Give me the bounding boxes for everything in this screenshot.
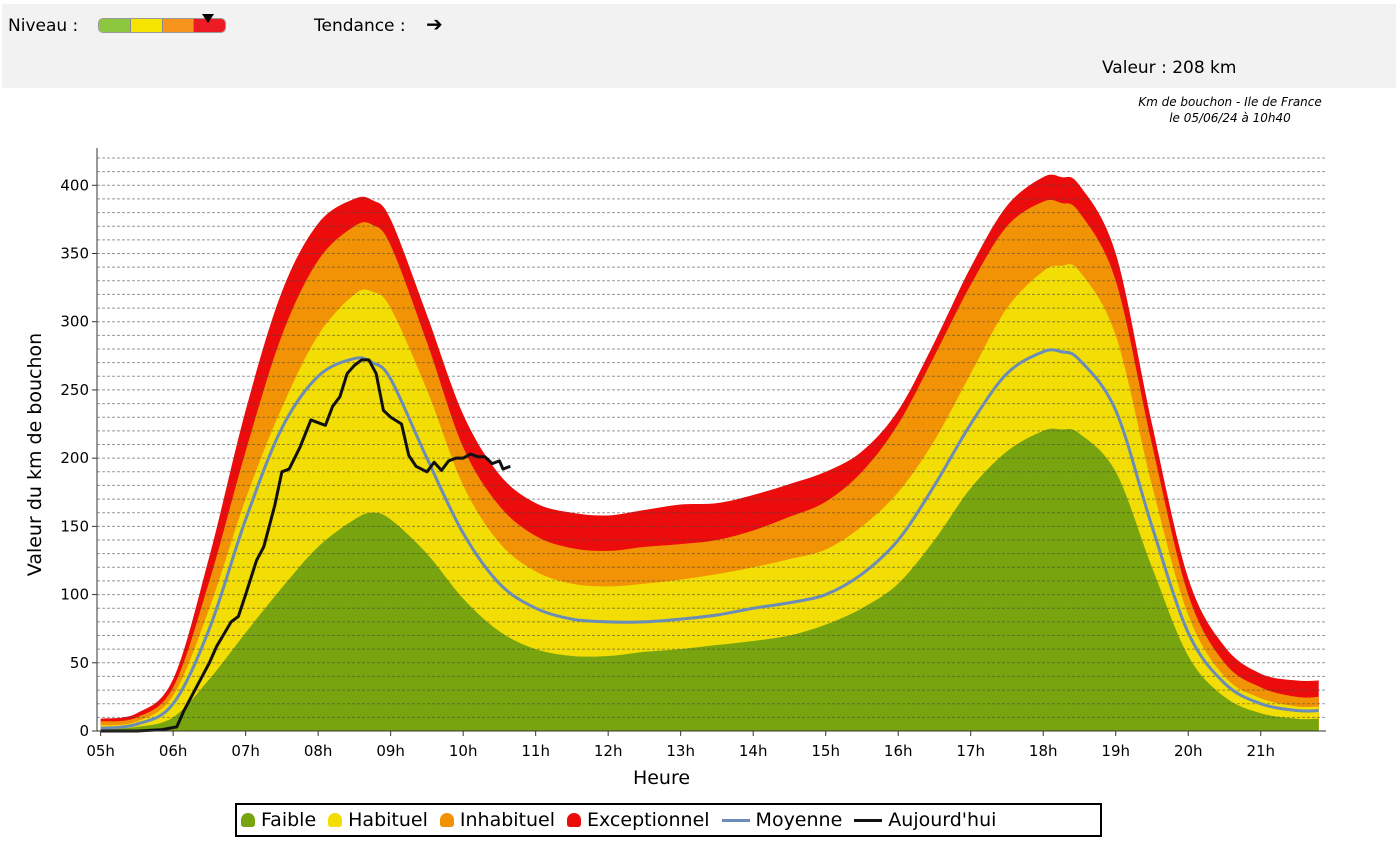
legend-label-exceptionnel: Exceptionnel bbox=[587, 809, 710, 831]
legend-item-inhabituel: Inhabituel bbox=[439, 809, 556, 831]
right-arrow-icon: ➔ bbox=[426, 12, 443, 36]
legend-swatch-faible bbox=[241, 813, 255, 827]
x-tick-label: 14h bbox=[739, 742, 768, 760]
legend-swatch-inhabituel bbox=[439, 813, 454, 827]
niveau-label: Niveau : bbox=[8, 16, 79, 36]
legend-label-faible: Faible bbox=[261, 809, 317, 831]
gauge-segment-habituel bbox=[130, 19, 163, 32]
legend-swatch-moyenne bbox=[721, 818, 750, 822]
series-moyenne-line bbox=[100, 348, 1319, 730]
gauge-segment-exceptionnel bbox=[194, 19, 225, 32]
legend-item-moyenne: Moyenne bbox=[721, 809, 843, 831]
y-tick-label: 150 bbox=[60, 517, 89, 535]
x-tick-label: 05h bbox=[86, 742, 115, 760]
series-aujourdhui-line bbox=[100, 358, 511, 733]
chart-title-line2: le 05/06/24 à 10h40 bbox=[1169, 111, 1291, 125]
gauge-segment-faible bbox=[99, 19, 131, 32]
y-tick-label: 100 bbox=[60, 586, 89, 604]
x-tick-label: 12h bbox=[594, 742, 623, 760]
x-tick-label: 09h bbox=[376, 742, 405, 760]
legend-item-exceptionnel: Exceptionnel bbox=[567, 809, 710, 831]
tendance-label: Tendance : bbox=[314, 16, 406, 36]
y-tick-label: 400 bbox=[60, 176, 89, 194]
niveau-gauge bbox=[98, 18, 226, 33]
y-axis-label: Valeur du km de bouchon bbox=[24, 333, 46, 576]
x-tick-label: 10h bbox=[449, 742, 478, 760]
chart-legend: Faible Habituel Inhabituel Exceptionnel … bbox=[235, 803, 1102, 837]
area-faible bbox=[100, 428, 1319, 731]
y-tick-label: 200 bbox=[60, 449, 89, 467]
legend-label-moyenne: Moyenne bbox=[755, 809, 843, 831]
x-tick-label: 08h bbox=[304, 742, 333, 760]
legend-swatch-exceptionnel bbox=[567, 813, 582, 827]
y-tick-label: 250 bbox=[60, 381, 89, 399]
legend-swatch-habituel bbox=[328, 813, 343, 827]
x-tick-label: 19h bbox=[1101, 742, 1130, 760]
x-tick-label: 11h bbox=[521, 742, 550, 760]
x-tick-label: 07h bbox=[231, 742, 260, 760]
x-tick-label: 15h bbox=[811, 742, 840, 760]
chart-title: Km de bouchon - Ile de France le 05/06/2… bbox=[1060, 94, 1396, 126]
gauge-marker-icon bbox=[202, 14, 214, 23]
x-tick-label: 17h bbox=[956, 742, 985, 760]
legend-item-aujourdhui: Aujourd'hui bbox=[854, 809, 996, 831]
x-tick-label: 18h bbox=[1029, 742, 1058, 760]
x-tick-label: 06h bbox=[159, 742, 188, 760]
x-tick-label: 16h bbox=[884, 742, 913, 760]
legend-label-habituel: Habituel bbox=[348, 809, 428, 831]
info-panel bbox=[2, 4, 1396, 88]
gauge-segment-inhabituel bbox=[162, 19, 195, 32]
y-tick-label: 0 bbox=[79, 722, 89, 740]
legend-item-habituel: Habituel bbox=[328, 809, 428, 831]
x-axis-label: Heure bbox=[633, 767, 690, 789]
valeur-label: Valeur : 208 km bbox=[1102, 58, 1237, 78]
x-tick-label: 20h bbox=[1174, 742, 1203, 760]
legend-swatch-aujourdhui bbox=[854, 818, 883, 822]
legend-label-aujourdhui: Aujourd'hui bbox=[888, 809, 997, 831]
legend-label-inhabituel: Inhabituel bbox=[459, 809, 556, 831]
legend-item-faible: Faible bbox=[241, 809, 316, 831]
traffic-chart: 0 50 100 150 200 250 300 350 400 05h 06h 07h 08h 09h 1… bbox=[24, 148, 1326, 789]
y-tick-label: 350 bbox=[60, 245, 89, 263]
x-tick-label: 21h bbox=[1246, 742, 1275, 760]
y-tick-label: 300 bbox=[60, 313, 89, 331]
y-tick-label: 50 bbox=[70, 654, 89, 672]
x-tick-label: 13h bbox=[666, 742, 695, 760]
chart-title-line1: Km de bouchon - Ile de France bbox=[1138, 95, 1322, 109]
